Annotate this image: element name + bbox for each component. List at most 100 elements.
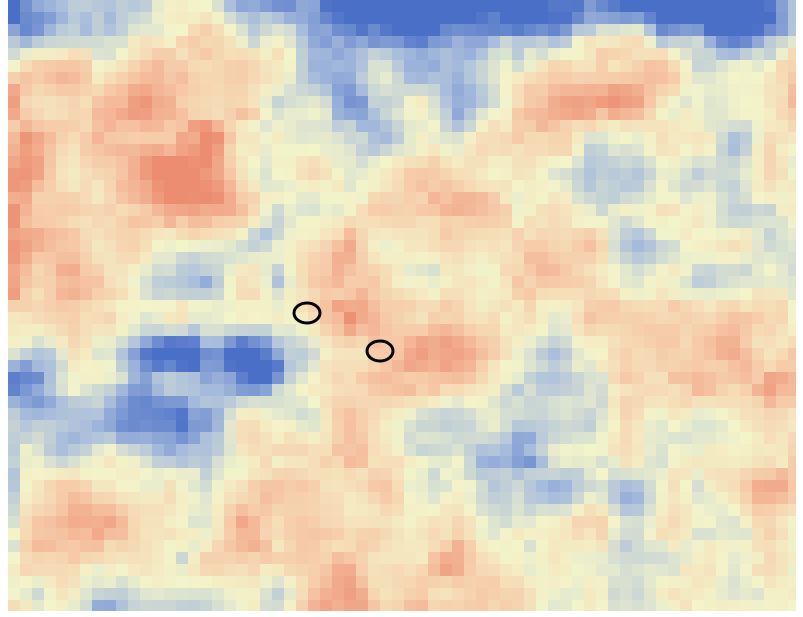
raster-cell (428, 48, 440, 60)
raster-cell (152, 36, 164, 48)
raster-cell (680, 192, 692, 204)
raster-cell (776, 228, 788, 240)
raster-cell (680, 264, 692, 276)
raster-cell (188, 36, 200, 48)
raster-cell (212, 420, 224, 432)
raster-cell (140, 84, 152, 96)
raster-cell (644, 276, 656, 288)
raster-cell (512, 36, 524, 48)
raster-cell (680, 252, 692, 264)
raster-cell (776, 468, 788, 480)
raster-cell (464, 216, 476, 228)
raster-cell (704, 0, 716, 12)
raster-cell (620, 84, 632, 96)
raster-cell (368, 564, 380, 576)
raster-cell (200, 564, 212, 576)
raster-cell (584, 408, 596, 420)
raster-cell (500, 420, 512, 432)
raster-cell (404, 108, 416, 120)
raster-cell (584, 516, 596, 528)
raster-cell (548, 432, 560, 444)
raster-cell (644, 324, 656, 336)
raster-cell (236, 420, 248, 432)
raster-cell (380, 456, 392, 468)
raster-cell (68, 360, 80, 372)
raster-cell (332, 312, 344, 324)
raster-cell (284, 60, 296, 72)
raster-cell (560, 336, 572, 348)
raster-cell (512, 144, 524, 156)
raster-cell (704, 348, 716, 360)
raster-cell (92, 468, 104, 480)
raster-cell (548, 216, 560, 228)
raster-cell (332, 276, 344, 288)
raster-cell (116, 228, 128, 240)
raster-cell (668, 276, 680, 288)
raster-cell (752, 528, 764, 540)
raster-cell (116, 240, 128, 252)
raster-cell (608, 288, 620, 300)
raster-cell (584, 324, 596, 336)
raster-cell (320, 168, 332, 180)
raster-cell (692, 312, 704, 324)
raster-cell (116, 336, 128, 348)
raster-cell (488, 192, 500, 204)
raster-cell (608, 336, 620, 348)
raster-cell (224, 204, 236, 216)
raster-cell (680, 384, 692, 396)
raster-cell (44, 372, 56, 384)
raster-cell (584, 348, 596, 360)
raster-cell (356, 228, 368, 240)
raster-cell (680, 168, 692, 180)
raster-cell (332, 408, 344, 420)
raster-cell (572, 0, 584, 12)
raster-cell (584, 0, 596, 12)
raster-cell (644, 540, 656, 552)
raster-cell (620, 408, 632, 420)
raster-cell (248, 180, 260, 192)
raster-cell (56, 504, 68, 516)
raster-cell (620, 576, 632, 588)
raster-cell (656, 372, 668, 384)
raster-cell (32, 420, 44, 432)
raster-cell (488, 216, 500, 228)
raster-cell (500, 516, 512, 528)
raster-cell (776, 456, 788, 468)
raster-cell (80, 228, 92, 240)
raster-cell (32, 336, 44, 348)
raster-cell (596, 132, 608, 144)
raster-cell (212, 324, 224, 336)
raster-cell (80, 0, 92, 12)
raster-cell (680, 312, 692, 324)
raster-cell (224, 528, 236, 540)
raster-cell (92, 252, 104, 264)
raster-cell (344, 468, 356, 480)
raster-cell (68, 480, 80, 492)
raster-cell (104, 72, 116, 84)
raster-cell (8, 168, 20, 180)
raster-cell (752, 336, 764, 348)
raster-cell (260, 36, 272, 48)
raster-cell (716, 456, 728, 468)
raster-cell (596, 444, 608, 456)
raster-cell (740, 504, 752, 516)
raster-cell (212, 192, 224, 204)
raster-cell (788, 60, 796, 72)
raster-cell (272, 444, 284, 456)
raster-cell (644, 156, 656, 168)
raster-cell (332, 132, 344, 144)
raster-cell (92, 600, 104, 611)
raster-cell (668, 492, 680, 504)
raster-cell (788, 444, 796, 456)
raster-cell (728, 132, 740, 144)
raster-cell (440, 48, 452, 60)
raster-cell (224, 120, 236, 132)
raster-cell (536, 600, 548, 611)
raster-cell (608, 240, 620, 252)
raster-cell (620, 288, 632, 300)
raster-cell (176, 552, 188, 564)
raster-cell (8, 60, 20, 72)
raster-cell (596, 528, 608, 540)
raster-cell (224, 504, 236, 516)
raster-cell (284, 468, 296, 480)
